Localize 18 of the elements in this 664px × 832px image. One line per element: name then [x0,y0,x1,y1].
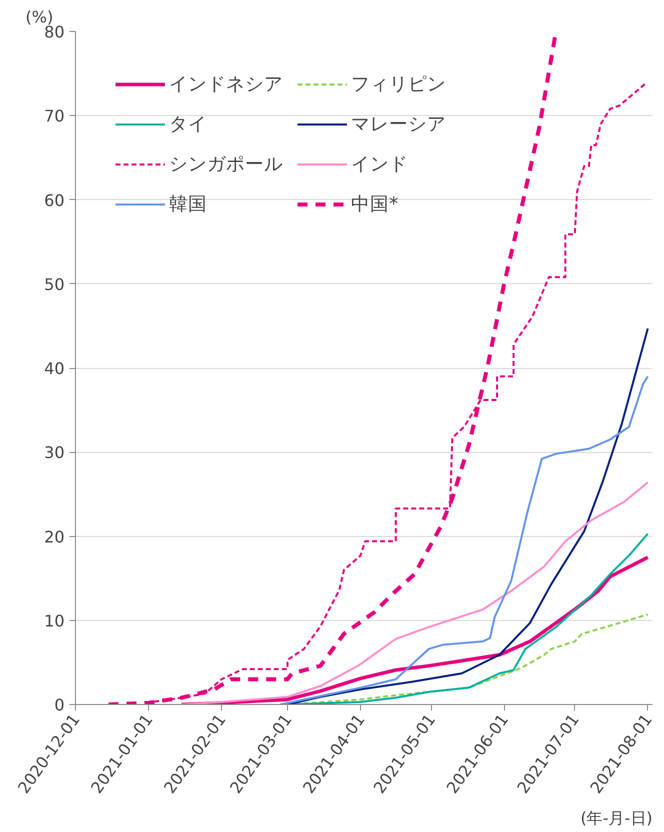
y-tick-label: 60 [44,190,64,210]
legend-label: タイ [169,113,207,137]
y-tick-label: 30 [44,443,64,462]
y-tick-label: 50 [44,274,64,294]
legend-label: 韓国 [169,193,207,217]
legend-label: シンガポール [169,153,283,177]
legend-label: マレーシア [351,113,446,137]
legend-label: インドネシア [169,73,283,97]
y-tick-label: 10 [44,611,64,630]
y-tick-label: 20 [44,527,64,546]
legend-label: フィリピン [351,73,446,97]
legend-label: インド [351,153,408,177]
legend-label: 中国* [351,193,398,217]
y-tick-label: 70 [44,106,64,126]
y-tick-label: 0 [54,696,65,714]
x-axis-title: (年-月-日) [580,808,652,828]
y-tick-label: 40 [44,359,64,378]
y-axis-title: (%) [26,8,54,26]
